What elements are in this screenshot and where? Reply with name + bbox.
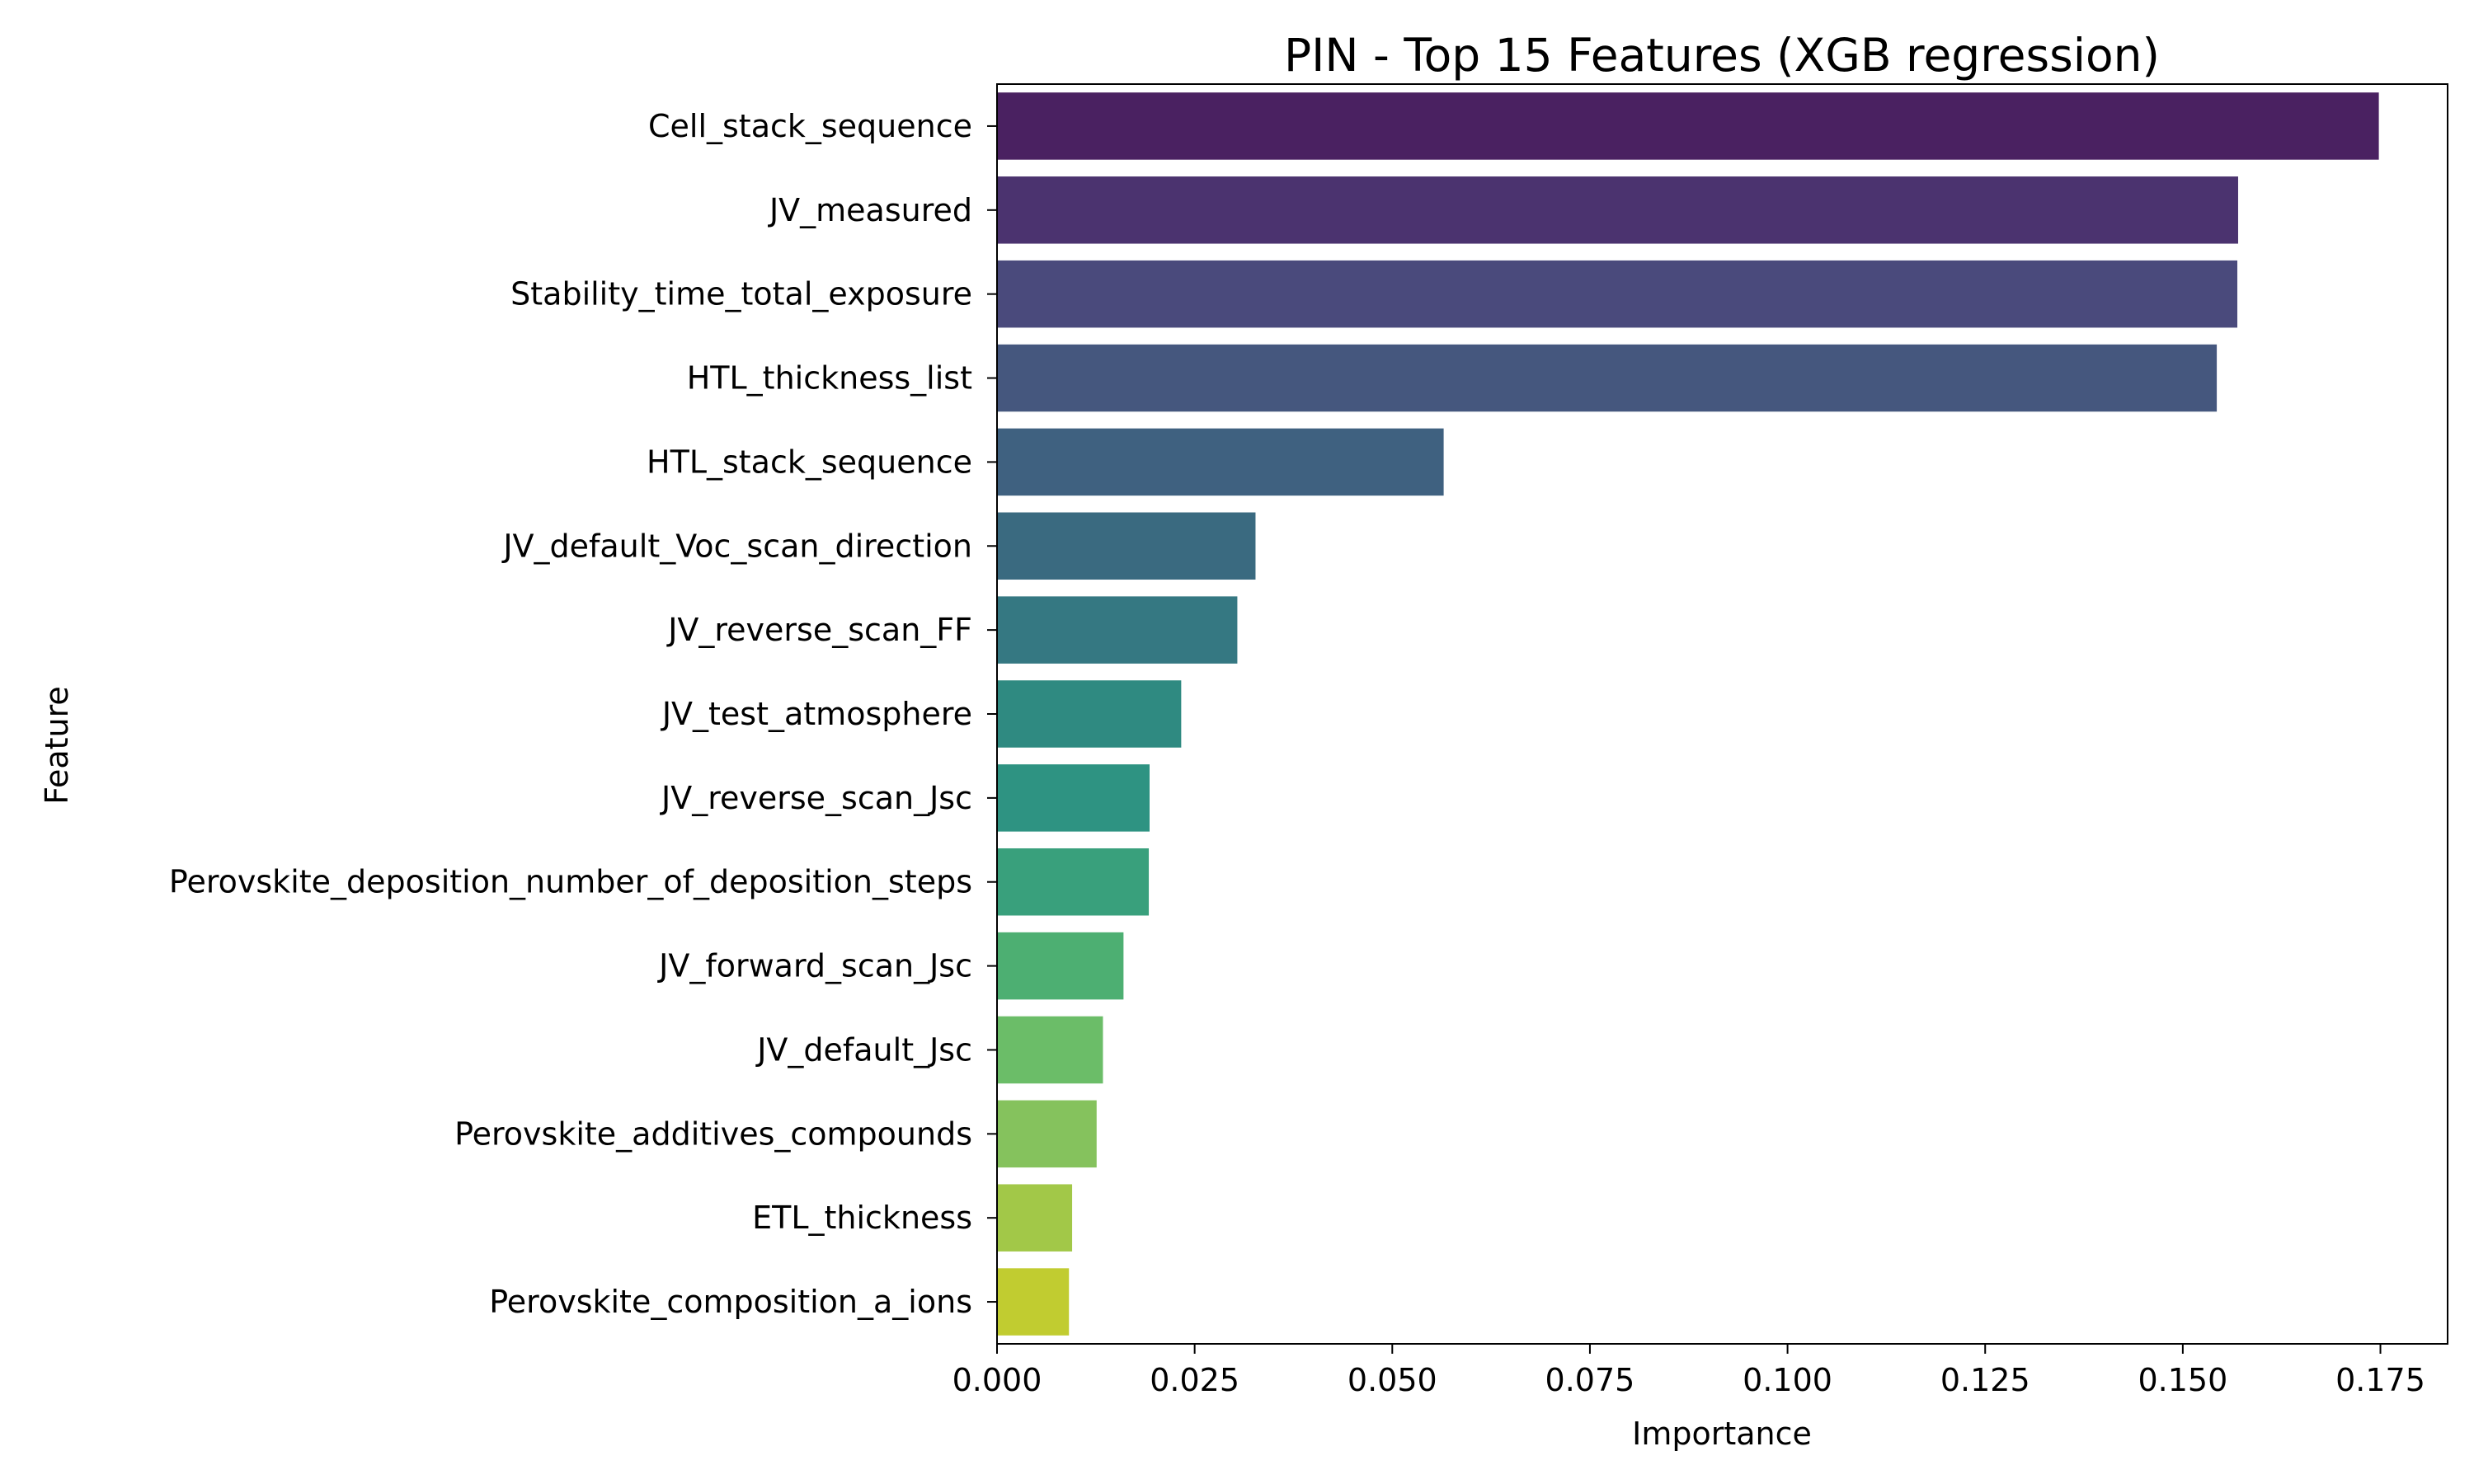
bar-1: [997, 92, 2379, 160]
bar-14: [997, 1184, 1073, 1252]
x-tick-label: 0.050: [1348, 1362, 1437, 1398]
y-tick-label: JV_reverse_scan_Jsc: [660, 780, 972, 816]
x-tick-label: 0.025: [1150, 1362, 1239, 1398]
x-tick-label: 0.125: [1940, 1362, 2030, 1398]
y-tick-label: JV_default_Jsc: [755, 1031, 972, 1068]
x-tick-label: 0.000: [952, 1362, 1042, 1398]
y-tick-label: ETL_thickness: [752, 1200, 972, 1236]
x-axis-label: Importance: [1632, 1416, 1812, 1452]
bar-9: [997, 764, 1150, 832]
axes-frame: [996, 83, 2448, 1345]
x-tick-label: 0.150: [2138, 1362, 2227, 1398]
y-tick-label: HTL_stack_sequence: [647, 444, 972, 480]
y-tick-label: JV_reverse_scan_FF: [666, 612, 972, 648]
x-tick-labels: 0.000 0.025 0.050 0.075 0.100 0.125 0.150 0.175: [952, 1344, 2425, 1398]
y-tick-label: JV_measured: [768, 192, 972, 228]
bar-11: [997, 932, 1124, 1000]
x-tick-label: 0.100: [1743, 1362, 1832, 1398]
plot-frame: [996, 83, 2448, 1345]
y-tick-label: Stability_time_total_exposure: [510, 276, 972, 312]
bar-12: [997, 1016, 1103, 1084]
x-tick-label: 0.175: [2335, 1362, 2425, 1398]
bar-15: [997, 1268, 1070, 1336]
bar-8: [997, 680, 1182, 748]
y-tick-label: Cell_stack_sequence: [648, 108, 972, 144]
x-tick-label: 0.075: [1545, 1362, 1635, 1398]
y-tick-label: JV_forward_scan_Jsc: [657, 948, 972, 984]
y-tick-label: HTL_thickness_list: [687, 360, 972, 397]
y-tick-label: Perovskite_composition_a_ions: [489, 1284, 972, 1320]
bar-6: [997, 512, 1256, 580]
y-tick-labels: Cell_stack_sequence JV_measured Stability_…: [169, 108, 997, 1320]
chart-title: PIN - Top 15 Features (XGB regression): [1284, 29, 2160, 82]
bar-2: [997, 176, 2238, 244]
bar-13: [997, 1100, 1097, 1168]
y-tick-label: JV_test_atmosphere: [661, 696, 972, 732]
bar-7: [997, 596, 1238, 664]
bar-4: [997, 344, 2218, 412]
bar-5: [997, 428, 1444, 496]
bar-3: [997, 260, 2238, 328]
y-tick-label: Perovskite_additives_compounds: [454, 1115, 972, 1152]
y-axis-label: Feature: [39, 686, 75, 805]
y-tick-label: Perovskite_deposition_number_of_depositi…: [169, 864, 972, 900]
bar-10: [997, 848, 1150, 916]
y-tick-label: JV_default_Voc_scan_direction: [501, 528, 972, 564]
bars-layer: [997, 92, 2379, 1336]
